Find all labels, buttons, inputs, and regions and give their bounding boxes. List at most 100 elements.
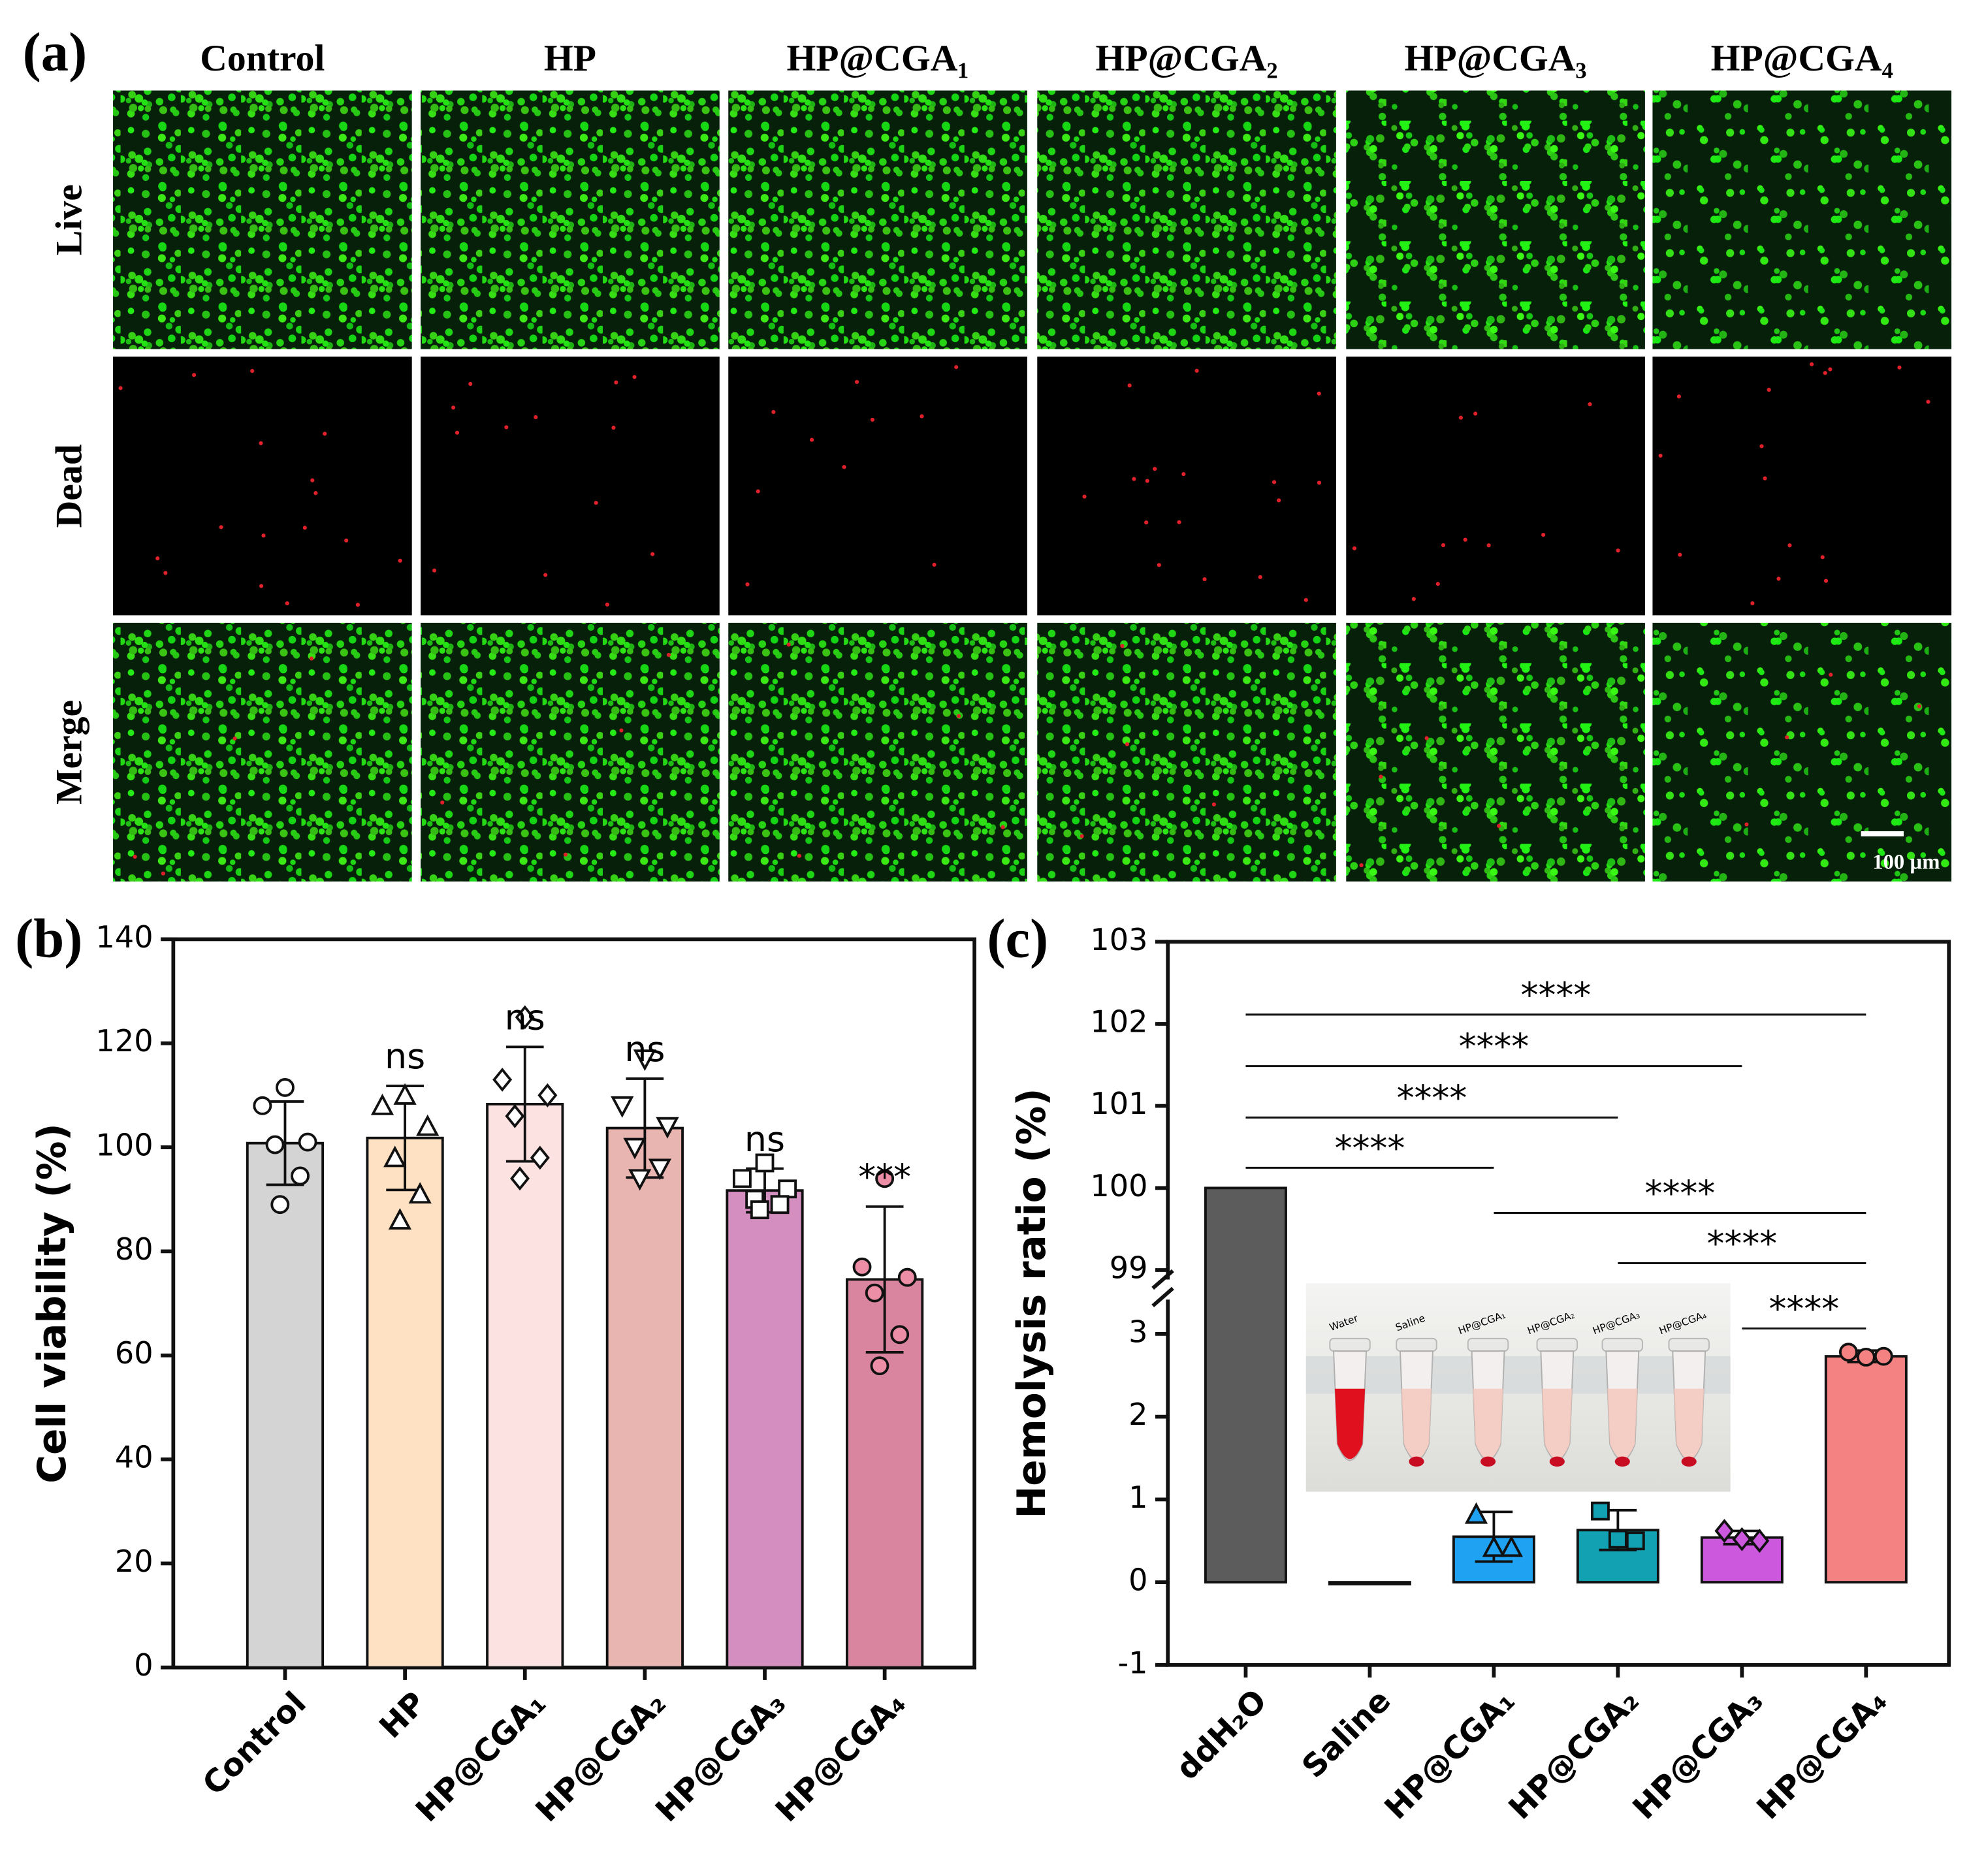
dead-cell xyxy=(1676,394,1681,399)
data-point xyxy=(510,1166,530,1191)
dead-cell xyxy=(650,552,655,556)
dead-cell xyxy=(1473,411,1478,416)
significance-label: ns xyxy=(744,1119,785,1160)
dead-cell xyxy=(192,373,197,377)
dead-cell xyxy=(118,386,123,390)
micrograph-dead xyxy=(1037,357,1336,616)
y-tick-label: 0 xyxy=(134,1647,153,1683)
data-point xyxy=(611,1096,634,1118)
y-tick-label: 103 xyxy=(1090,922,1147,957)
significance-label: ns xyxy=(385,1036,425,1077)
data-point xyxy=(383,1145,407,1168)
data-point xyxy=(393,1083,417,1105)
micrograph-live xyxy=(1346,90,1645,349)
comparison-label: **** xyxy=(1707,1223,1778,1264)
tube-liquid xyxy=(1542,1388,1573,1459)
micrograph-live xyxy=(1346,622,1645,882)
dead-cell xyxy=(1829,673,1833,677)
dead-cell xyxy=(1776,577,1781,581)
dead-cell xyxy=(1588,402,1592,407)
tube-pellet xyxy=(1481,1456,1496,1467)
dead-cell xyxy=(1411,597,1416,601)
dead-cell xyxy=(543,573,548,577)
y-tick-label: 120 xyxy=(96,1023,153,1058)
dead-cell xyxy=(261,533,266,538)
dead-cell xyxy=(259,584,264,588)
dead-cell xyxy=(1127,383,1132,388)
scale-bar-label: 100 µm xyxy=(1872,851,1940,874)
significance-label: ns xyxy=(505,996,545,1038)
data-point xyxy=(1591,1501,1610,1521)
tube-pellet xyxy=(1614,1456,1630,1467)
y-axis-label: Cell viability (%) xyxy=(30,1123,75,1483)
dead-cell xyxy=(619,728,624,733)
tube-cap xyxy=(1329,1337,1371,1352)
dead-cell xyxy=(932,562,936,567)
micrograph-live xyxy=(1037,622,1336,882)
comparison-label: **** xyxy=(1645,1173,1716,1214)
data-point xyxy=(537,1083,558,1107)
plot-frame xyxy=(171,937,977,1670)
data-point xyxy=(770,1195,790,1215)
data-point xyxy=(875,1169,895,1188)
comparison-label: **** xyxy=(1521,974,1592,1015)
dead-cell xyxy=(1820,555,1825,560)
y-tick-label: 100 xyxy=(96,1128,153,1163)
x-tick-label: Control xyxy=(195,1685,313,1802)
inset-shelf xyxy=(1305,1356,1731,1394)
x-tick-label: HP@CGA₂ xyxy=(1502,1682,1646,1826)
dead-cell xyxy=(1153,467,1157,471)
dead-cell xyxy=(534,415,538,419)
column-header: HP@CGA₃ xyxy=(1404,38,1586,79)
data-point xyxy=(291,1166,310,1186)
tube-liquid xyxy=(1401,1388,1432,1459)
x-tick-label: HP@CGA₁ xyxy=(409,1685,553,1829)
dead-cell xyxy=(611,425,616,430)
dead-cell xyxy=(323,432,327,436)
dead-cell xyxy=(1317,391,1321,396)
x-tick-label: HP@CGA₄ xyxy=(769,1685,913,1829)
dead-cell xyxy=(1678,552,1682,557)
data-point xyxy=(656,1117,679,1139)
dead-cell xyxy=(1658,453,1663,458)
dead-cell xyxy=(1435,582,1440,586)
data-point xyxy=(1625,1531,1645,1551)
data-point xyxy=(1856,1347,1876,1367)
dead-cell xyxy=(1785,735,1789,740)
dead-cell xyxy=(809,437,814,442)
dead-cell xyxy=(285,601,289,606)
data-point xyxy=(276,1078,295,1097)
data-point xyxy=(648,1158,672,1181)
row-label: Live xyxy=(49,184,90,255)
micrograph-dead xyxy=(421,357,720,616)
dead-cell xyxy=(163,571,168,575)
data-point xyxy=(388,1208,412,1230)
dead-cell xyxy=(302,526,307,530)
dead-cell xyxy=(155,556,160,561)
dead-cell xyxy=(219,525,223,530)
dead-cell xyxy=(614,380,618,385)
bar xyxy=(1824,1355,1908,1584)
dead-cell xyxy=(432,568,437,573)
column-header: HP@CGA₄ xyxy=(1711,38,1893,79)
panel-label: (a) xyxy=(23,22,88,83)
tube-cap xyxy=(1536,1337,1578,1352)
dead-cell xyxy=(1277,498,1281,503)
bar xyxy=(605,1126,684,1669)
data-point xyxy=(865,1283,884,1303)
dead-cell xyxy=(756,489,760,494)
data-point xyxy=(623,1137,647,1160)
dead-cell xyxy=(797,853,801,858)
significance-label: *** xyxy=(858,1156,911,1198)
micrograph-dead xyxy=(1652,357,1952,616)
data-point xyxy=(492,1068,513,1092)
tube-liquid xyxy=(1607,1388,1638,1459)
axis-break-mark xyxy=(1151,1286,1174,1308)
dead-cell xyxy=(842,465,846,469)
data-point xyxy=(530,1145,550,1170)
dead-cell xyxy=(313,491,318,496)
dead-cell xyxy=(1458,415,1463,420)
dead-cell xyxy=(250,369,255,374)
tube-cap xyxy=(1467,1337,1509,1352)
